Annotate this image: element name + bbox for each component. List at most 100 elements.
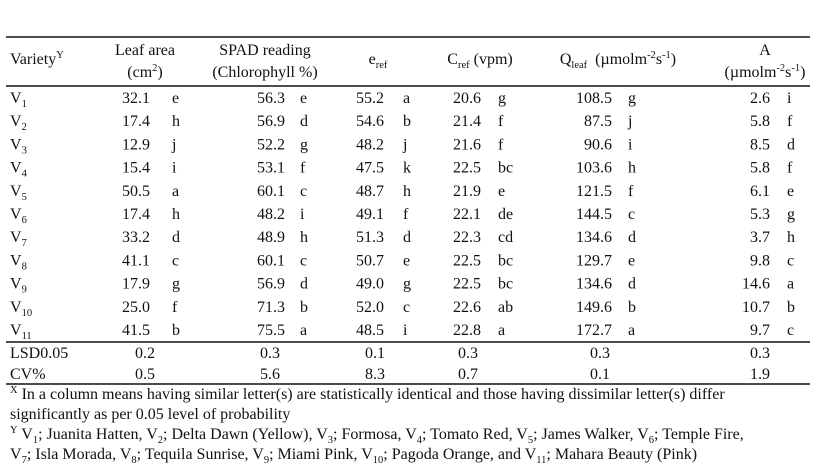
letter-cell: g — [300, 136, 308, 153]
column-header: Cref (vpm) — [447, 51, 512, 71]
column-header: (cm2) — [127, 63, 162, 81]
letter-cell: d — [787, 136, 795, 153]
column-header: Qleaf (µmolm-2s-1) — [560, 50, 676, 71]
text-run: (vpm) — [470, 51, 513, 68]
text-run: V — [10, 206, 22, 223]
footnote: X In a column means having similar lette… — [10, 385, 725, 403]
letter-cell: h — [172, 206, 180, 223]
letter-cell: f — [172, 299, 178, 316]
text-run: ; Isla Morada, V — [27, 446, 132, 463]
value-cell: 48.9 — [257, 229, 285, 246]
value-cell: 12.9 — [122, 136, 150, 153]
value-cell: 22.8 — [453, 322, 481, 339]
text-run: s — [656, 51, 662, 68]
letter-cell: e — [628, 252, 635, 269]
letter-cell: a — [403, 90, 410, 107]
value-cell: 48.2 — [356, 136, 384, 153]
value-cell: 5.8 — [750, 113, 770, 130]
text-run: V — [10, 136, 22, 153]
text-run: (cm — [127, 64, 152, 81]
value-cell: 55.2 — [356, 90, 384, 107]
letter-cell: f — [498, 136, 504, 153]
letter-cell: e — [403, 252, 410, 269]
letter-cell: j — [171, 136, 176, 153]
value-cell: 22.6 — [453, 299, 481, 316]
value-cell: 22.5 — [453, 252, 481, 269]
subscript: 7 — [22, 455, 27, 466]
letter-cell: e — [498, 183, 505, 200]
value-cell: 50.5 — [122, 183, 150, 200]
letter-cell: g — [403, 276, 411, 293]
value-cell: 129.7 — [576, 252, 612, 269]
text-run: ; Formosa, V — [333, 426, 417, 443]
subscript: 11 — [22, 331, 32, 342]
letter-cell: c — [300, 183, 307, 200]
footnote: Y V1; Juanita Hatten, V2; Delta Dawn (Ye… — [10, 425, 744, 446]
text-run: ; Juanita Hatten, V — [38, 426, 158, 443]
letter-cell: de — [498, 206, 513, 223]
supscript: -1 — [662, 50, 671, 61]
summary-cell: 0.3 — [260, 345, 280, 362]
value-cell: 75.5 — [257, 322, 285, 339]
text-run: A — [759, 42, 771, 59]
summary-cell: 0.2 — [135, 345, 155, 362]
value-cell: 134.6 — [576, 229, 612, 246]
subscript: leaf — [571, 60, 587, 71]
text-run: Q — [560, 51, 572, 68]
column-header: VarietyY — [10, 50, 64, 68]
subscript: 3 — [328, 435, 333, 446]
subscript: 1 — [33, 435, 38, 446]
value-cell: 41.1 — [122, 252, 150, 269]
letter-cell: f — [498, 113, 504, 130]
subscript: 4 — [22, 169, 28, 180]
subscript: 4 — [417, 435, 423, 446]
variety-cell: V3 — [10, 136, 27, 156]
subscript: 7 — [22, 238, 27, 249]
letter-cell: d — [628, 229, 636, 246]
value-cell: 21.4 — [453, 113, 481, 130]
text-run: (µmolm — [725, 64, 777, 81]
value-cell: 172.7 — [576, 322, 612, 339]
text-run: V — [10, 252, 22, 269]
value-cell: 49.1 — [356, 206, 384, 223]
subscript: 1 — [22, 99, 27, 110]
letter-cell: b — [628, 299, 636, 316]
subscript: 11 — [536, 455, 546, 466]
value-cell: 22.3 — [453, 229, 481, 246]
value-cell: 47.5 — [356, 160, 384, 177]
variety-cell: V9 — [10, 276, 27, 296]
value-cell: 22.1 — [453, 206, 481, 223]
summary-cell: 0.3 — [750, 345, 770, 362]
value-cell: 51.3 — [356, 229, 384, 246]
variety-cell: V6 — [10, 206, 27, 226]
text-run: ; Temple Fire, — [654, 426, 744, 443]
text-run: significantly as per 0.05 level of proba… — [10, 406, 290, 423]
letter-cell: c — [787, 322, 794, 339]
summary-cell: 0.1 — [590, 366, 610, 383]
supscript: 2 — [152, 63, 157, 74]
subscript: 2 — [22, 122, 27, 133]
value-cell: 32.1 — [122, 90, 150, 107]
letter-cell: bc — [498, 276, 513, 293]
text-run: ; Delta Dawn (Yellow), V — [163, 426, 328, 443]
text-run: V — [10, 276, 22, 293]
text-run: SPAD reading — [219, 42, 310, 59]
footnote: significantly as per 0.05 level of proba… — [10, 406, 290, 423]
column-header: (µmolm-2s-1) — [725, 63, 806, 81]
letter-cell: ab — [498, 299, 513, 316]
value-cell: 48.7 — [356, 183, 384, 200]
value-cell: 14.6 — [742, 276, 770, 293]
variety-cell: V11 — [10, 322, 32, 342]
value-cell: 33.2 — [122, 229, 150, 246]
letter-cell: d — [300, 113, 308, 130]
letter-cell: d — [300, 276, 308, 293]
value-cell: 87.5 — [584, 113, 612, 130]
summary-cell: 1.9 — [750, 366, 770, 383]
summary-cell: 0.3 — [590, 345, 610, 362]
summary-label: LSD0.05 — [10, 345, 68, 362]
letter-cell: f — [787, 160, 793, 177]
value-cell: 41.5 — [122, 322, 150, 339]
supscript: -2 — [776, 63, 785, 74]
summary-label: CV% — [10, 366, 46, 383]
